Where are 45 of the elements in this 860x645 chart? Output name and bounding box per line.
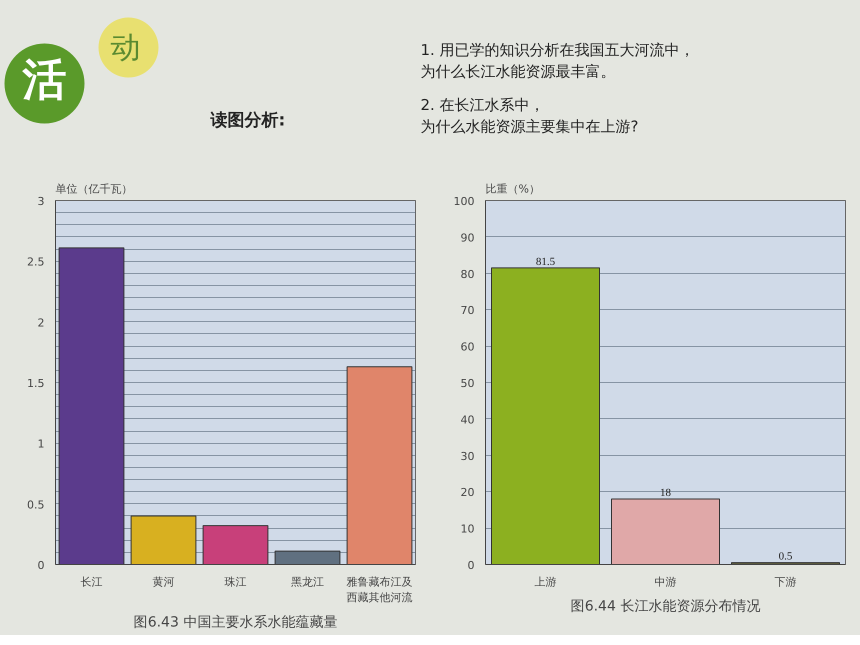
data-label: 81.5 [536,256,556,268]
x-tick-label: 黄河 [152,576,174,588]
x-tick-label: 黑龙江 [291,576,324,588]
y-tick-label: 60 [460,340,475,354]
bar [346,366,412,564]
y-tick-label: 40 [460,413,475,426]
x-tick-label: 中游 [654,576,676,588]
y-tick-label: 20 [460,486,475,500]
y-tick-label: 50 [460,377,475,390]
x-tick-label: 上游 [534,576,556,588]
x-tick-label: 珠江 [224,576,246,588]
bar [130,515,196,564]
text: 活 [22,54,66,106]
y-tick-label: 70 [460,304,475,318]
y-tick-label: 90 [460,231,475,244]
text: 读图分析: [210,110,286,130]
data-label: 18 [660,486,672,499]
x-tick-label: 雅鲁藏布江及西藏其他河流 [346,576,412,604]
text: 1. 用已学的知识分析在我国五大河流中，为什么长江水能资源最丰富。 [420,40,695,80]
y-tick-label: 10 [460,522,475,536]
bar [202,525,268,564]
text: 图6.43 中国主要水系水能蕴藏量 [134,614,338,630]
y-axis-title: 单位（亿千瓦） [56,182,132,196]
x-tick-label: 下游 [774,576,796,588]
y-tick-label: 2.5 [27,256,45,269]
y-tick-label: 80 [460,268,475,281]
x-tick-label: 长江 [80,576,102,588]
bar [611,498,720,564]
y-tick-label: 2 [38,316,44,330]
y-tick-label: 1 [38,438,44,451]
bar [58,247,124,564]
y-tick-label: 0.5 [27,498,45,512]
y-tick-label: 30 [460,450,475,463]
y-tick-label: 1.5 [27,377,45,390]
text: 动 [110,30,140,66]
text: 2. 在长江水系中，为什么水能资源主要集中在上游? [420,96,638,136]
y-axis-title: 比重（%） [486,182,540,196]
text: 图6.44 长江水能资源分布情况 [570,598,760,614]
y-tick-label: 0 [468,559,474,572]
bar [491,267,600,564]
y-tick-label: 0 [38,559,44,572]
y-tick-label: 100 [454,195,475,208]
bar [274,550,340,564]
data-label: 0.5 [778,550,793,563]
y-tick-label: 3 [38,195,44,208]
